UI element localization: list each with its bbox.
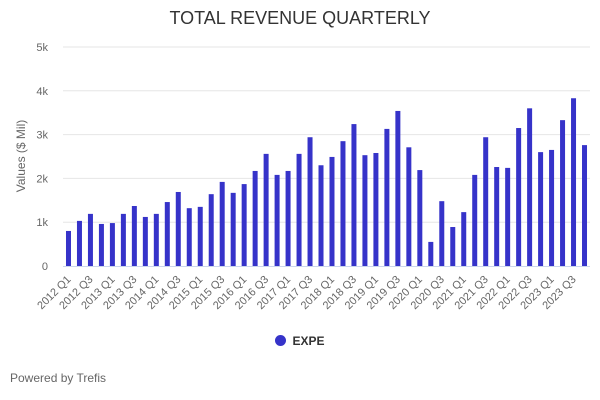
y-axis-title: Values ($ Mil) <box>14 120 28 192</box>
bar <box>527 108 533 266</box>
bar <box>494 167 500 266</box>
bar <box>109 223 115 266</box>
bar <box>329 156 335 266</box>
powered-by-credit: Powered by Trefis <box>10 371 107 385</box>
y-tick-label: 5k <box>36 42 48 54</box>
bar <box>571 98 577 266</box>
bar <box>296 153 302 266</box>
bar <box>384 128 390 266</box>
bar <box>362 155 368 266</box>
y-tick-label: 3k <box>36 130 48 142</box>
bar <box>219 181 225 266</box>
bar <box>428 241 434 266</box>
bar <box>505 167 511 266</box>
bar <box>208 194 214 266</box>
bar <box>538 152 544 266</box>
bar <box>142 216 148 266</box>
bar <box>186 208 192 266</box>
bar <box>76 220 82 266</box>
bar <box>164 202 170 266</box>
bar <box>65 230 71 266</box>
bar <box>340 141 346 266</box>
bar <box>549 149 555 266</box>
bar <box>120 213 126 266</box>
y-tick-label: 0 <box>42 261 48 273</box>
bar <box>450 227 456 266</box>
bar <box>461 212 467 266</box>
bar <box>483 137 489 266</box>
chart-title: TOTAL REVENUE QUARTERLY <box>169 8 431 28</box>
bar <box>153 213 159 266</box>
bar <box>241 184 247 266</box>
bar <box>87 213 93 266</box>
legend[interactable]: EXPE <box>0 334 600 348</box>
bar <box>318 165 324 266</box>
legend-marker-icon <box>275 335 287 346</box>
bar <box>274 174 280 266</box>
bar <box>285 170 291 266</box>
bar <box>582 145 588 266</box>
bar <box>516 128 522 266</box>
bar <box>406 147 412 266</box>
bar <box>230 192 236 266</box>
bar <box>472 174 478 266</box>
bar <box>197 206 203 266</box>
bar <box>131 205 137 266</box>
bar <box>417 170 423 266</box>
bar <box>373 152 379 266</box>
y-tick-label: 4k <box>36 86 48 98</box>
bar <box>263 153 269 266</box>
bar <box>252 170 258 266</box>
bar <box>175 191 181 266</box>
bar <box>439 201 445 266</box>
bar <box>395 110 401 266</box>
bar <box>351 124 357 266</box>
bar <box>307 137 313 266</box>
bar <box>98 223 104 266</box>
legend-label: EXPE <box>292 334 325 348</box>
bar <box>560 120 566 266</box>
y-tick-label: 1k <box>36 217 48 229</box>
y-tick-label: 2k <box>36 173 48 185</box>
